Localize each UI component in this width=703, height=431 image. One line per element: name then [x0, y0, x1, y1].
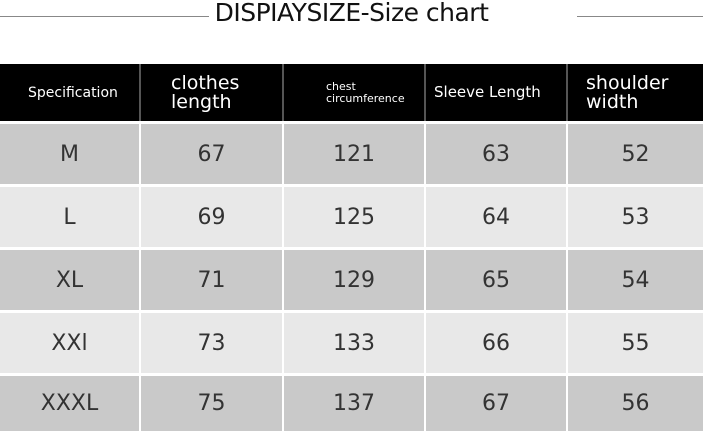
- cell-sleeve: 65: [425, 249, 567, 312]
- cell-sleeve: 63: [425, 123, 567, 186]
- size-chart-table: Specification clothes length chest circu…: [0, 64, 703, 431]
- cell-clothes-length: 73: [140, 312, 283, 375]
- cell-size: XL: [0, 249, 140, 312]
- cell-size: L: [0, 186, 140, 249]
- cell-shoulder: 54: [567, 249, 703, 312]
- table-row: XL 71 129 65 54: [0, 249, 703, 312]
- cell-chest: 125: [283, 186, 425, 249]
- cell-size: XXl: [0, 312, 140, 375]
- cell-size: XXXL: [0, 375, 140, 431]
- header-chest-circumference: chest circumference: [283, 64, 425, 123]
- cell-sleeve: 66: [425, 312, 567, 375]
- cell-clothes-length: 67: [140, 123, 283, 186]
- table-row: M 67 121 63 52: [0, 123, 703, 186]
- cell-shoulder: 55: [567, 312, 703, 375]
- cell-sleeve: 64: [425, 186, 567, 249]
- cell-size: M: [0, 123, 140, 186]
- cell-shoulder: 56: [567, 375, 703, 431]
- cell-chest: 129: [283, 249, 425, 312]
- header-clothes-length: clothes length: [140, 64, 283, 123]
- cell-clothes-length: 69: [140, 186, 283, 249]
- table-row: XXXL 75 137 67 56: [0, 375, 703, 431]
- cell-sleeve: 67: [425, 375, 567, 431]
- header-specification: Specification: [0, 64, 140, 123]
- header-sleeve-length: Sleeve Length: [425, 64, 567, 123]
- cell-shoulder: 52: [567, 123, 703, 186]
- cell-chest: 137: [283, 375, 425, 431]
- page-title: DISPIAYSIZE-Size chart: [0, 0, 703, 27]
- cell-chest: 133: [283, 312, 425, 375]
- header-shoulder-width: shoulder width: [567, 64, 703, 123]
- cell-clothes-length: 75: [140, 375, 283, 431]
- cell-clothes-length: 71: [140, 249, 283, 312]
- table-row: XXl 73 133 66 55: [0, 312, 703, 375]
- cell-shoulder: 53: [567, 186, 703, 249]
- header-row: Specification clothes length chest circu…: [0, 64, 703, 123]
- cell-chest: 121: [283, 123, 425, 186]
- table-row: L 69 125 64 53: [0, 186, 703, 249]
- page-title-text: DISPIAYSIZE-Size chart: [209, 0, 495, 27]
